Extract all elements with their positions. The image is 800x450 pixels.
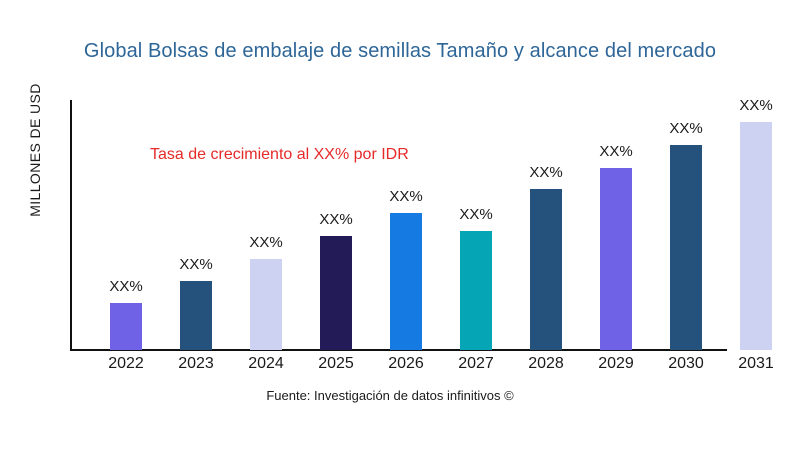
growth-rate-annotation: Tasa de crecimiento al XX% por IDR xyxy=(150,146,409,163)
source-footer: Fuente: Investigación de datos infinitiv… xyxy=(266,388,514,403)
x-tick-label-2030: 2030 xyxy=(668,355,704,372)
chart-title: Global Bolsas de embalaje de semillas Ta… xyxy=(83,40,717,62)
bar-value-label-2024: XX% xyxy=(249,234,283,251)
bar-2027 xyxy=(460,231,492,350)
bar-value-label-2027: XX% xyxy=(459,206,493,223)
y-axis-label: MILLONES DE USD xyxy=(27,83,43,217)
bar-value-label-2026: XX% xyxy=(389,188,423,205)
bar-value-label-2028: XX% xyxy=(529,164,563,181)
bar-2024 xyxy=(250,259,282,350)
bar-2028 xyxy=(530,189,562,350)
bar-value-label-2022: XX% xyxy=(109,278,143,295)
bar-value-label-2023: XX% xyxy=(179,256,213,273)
bar-2031 xyxy=(740,122,772,350)
x-tick-label-2028: 2028 xyxy=(528,355,564,372)
bar-value-label-2031: XX% xyxy=(739,97,773,114)
x-tick-label-2022: 2022 xyxy=(108,355,144,372)
bar-2026 xyxy=(390,213,422,350)
bar-2022 xyxy=(110,303,142,350)
bar-value-label-2030: XX% xyxy=(669,120,703,137)
bar-2023 xyxy=(180,281,212,350)
x-tick-label-2029: 2029 xyxy=(598,355,634,372)
x-tick-label-2027: 2027 xyxy=(458,355,494,372)
bar-2030 xyxy=(670,145,702,350)
bar-2025 xyxy=(320,236,352,350)
x-tick-label-2025: 2025 xyxy=(318,355,354,372)
x-tick-label-2023: 2023 xyxy=(178,355,214,372)
x-tick-label-2026: 2026 xyxy=(388,355,424,372)
x-tick-label-2031: 2031 xyxy=(738,355,774,372)
bar-2029 xyxy=(600,168,632,350)
bar-value-label-2025: XX% xyxy=(319,211,353,228)
y-axis-line xyxy=(70,100,72,350)
x-tick-label-2024: 2024 xyxy=(248,355,284,372)
bar-value-label-2029: XX% xyxy=(599,143,633,160)
